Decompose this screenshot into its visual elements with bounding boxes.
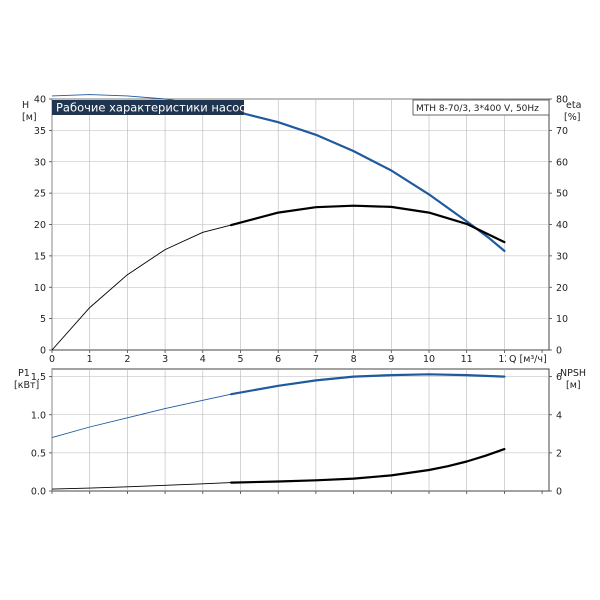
chart-title-box bbox=[52, 100, 244, 115]
y-right-tick-label: 4 bbox=[556, 410, 562, 421]
y-right-tick-label: 70 bbox=[556, 126, 568, 137]
x-tick-label: 7 bbox=[313, 354, 319, 365]
x-tick-label: 8 bbox=[351, 354, 357, 365]
x-tick-label: 12 bbox=[498, 354, 510, 365]
series-0-line-thin bbox=[51, 393, 232, 439]
bottom-grid bbox=[49, 369, 552, 494]
y-left-tick-label: 20 bbox=[34, 220, 46, 231]
x-tick-label: 6 bbox=[275, 354, 281, 365]
y-left-tick-label: 1.0 bbox=[31, 410, 46, 421]
y-left-tick-label: 0.5 bbox=[31, 448, 46, 459]
series-1-line-thin bbox=[51, 482, 232, 490]
y-right-unit-npsh: [м] bbox=[566, 380, 581, 391]
y-left-label-p1: P1 bbox=[18, 368, 30, 379]
model-label: MTH 8-70/3, 3*400 V, 50Hz bbox=[416, 104, 539, 114]
y-left-tick-label: 40 bbox=[34, 95, 46, 106]
model-box bbox=[412, 99, 550, 116]
y-left-unit-p1: [кВт] bbox=[14, 380, 39, 391]
x-tick-label: 2 bbox=[124, 354, 130, 365]
y-left-tick-label: 25 bbox=[34, 189, 46, 200]
series-0-line-duty bbox=[230, 109, 506, 252]
y-right-tick-label: 6 bbox=[556, 372, 562, 383]
y-right-tick-label: 30 bbox=[556, 251, 568, 262]
y-right-tick-label: 20 bbox=[556, 283, 568, 294]
y-left-tick-label: 30 bbox=[34, 157, 46, 168]
x-tick-label: 9 bbox=[388, 354, 394, 365]
y-left-unit-h: [м] bbox=[22, 112, 37, 123]
series-1-line-duty bbox=[230, 448, 506, 484]
top-tick-labels: 0 1 2 3 4 5 6 7 8 9 10 11 12051015202530354001020304… bbox=[34, 95, 568, 366]
y-left-label-h: H bbox=[22, 100, 29, 111]
y-left-tick-label: 5 bbox=[40, 314, 46, 325]
y-right-tick-label: 0 bbox=[556, 487, 562, 498]
x-tick-label: 0 bbox=[49, 354, 55, 365]
x-tick-label: 10 bbox=[423, 354, 435, 365]
series-1-line-thin bbox=[51, 224, 232, 351]
y-right-tick-label: 2 bbox=[556, 448, 562, 459]
y-right-tick-label: 50 bbox=[556, 189, 568, 200]
y-right-tick-label: 80 bbox=[556, 95, 568, 106]
y-left-tick-label: 10 bbox=[34, 283, 46, 294]
x-axis-label: Q [м³/ч] bbox=[509, 354, 547, 365]
y-right-unit-eta: [%] bbox=[564, 112, 580, 123]
y-right-tick-label: 10 bbox=[556, 314, 568, 325]
bottom-plot-area bbox=[51, 368, 550, 492]
top-series bbox=[51, 94, 506, 351]
y-right-tick-label: 0 bbox=[556, 346, 562, 357]
y-right-tick-label: 40 bbox=[556, 220, 568, 231]
y-right-tick-label: 60 bbox=[556, 157, 568, 168]
y-right-label-eta: eta bbox=[566, 100, 581, 111]
x-tick-label: 4 bbox=[200, 354, 206, 365]
y-left-tick-label: 0.0 bbox=[31, 487, 46, 498]
x-tick-label: 1 bbox=[87, 354, 93, 365]
bottom-series bbox=[51, 373, 506, 490]
series-0-line-duty bbox=[230, 373, 506, 396]
head-efficiency-chart: 0 1 2 3 4 5 6 7 8 9 10 11 12051015202530354001020304… bbox=[22, 94, 581, 366]
y-right-label-npsh: NPSH bbox=[560, 368, 586, 379]
x-tick-label: 5 bbox=[237, 354, 243, 365]
y-left-tick-label: 15 bbox=[34, 251, 46, 262]
series-1-line-duty bbox=[230, 204, 506, 244]
chart-title: Рабочие характеристики насоса bbox=[56, 101, 253, 115]
y-left-tick-label: 35 bbox=[34, 126, 46, 137]
y-left-tick-label: 1.5 bbox=[31, 372, 46, 383]
x-tick-label: 11 bbox=[461, 354, 473, 365]
y-left-tick-label: 0 bbox=[40, 346, 46, 357]
x-label-bg bbox=[506, 353, 548, 365]
power-npsh-chart: 0.0 0.5 1.0 1.5 0 2 4 6 P1 [кВт] NPSH [м] bbox=[14, 368, 586, 498]
x-tick-label: 3 bbox=[162, 354, 168, 365]
bottom-tick-labels: 0.0 0.5 1.0 1.5 0 2 4 6 bbox=[31, 372, 562, 497]
